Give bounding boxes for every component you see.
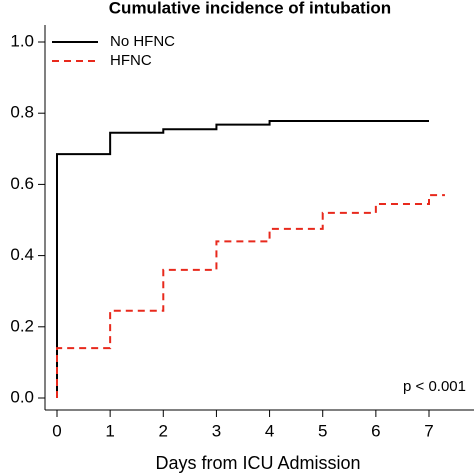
y-tick-label: 0.0 (10, 387, 34, 406)
legend-label: HFNC (110, 52, 152, 69)
y-tick-label: 0.2 (10, 316, 34, 335)
x-tick-label: 3 (212, 421, 221, 440)
y-tick-label: 1.0 (10, 31, 34, 50)
chart-title: Cumulative incidence of intubation (109, 0, 391, 17)
annotation: p < 0.001 (403, 378, 466, 395)
legend-label: No HFNC (110, 33, 175, 50)
y-tick-label: 0.4 (10, 245, 34, 264)
series-line (56, 194, 445, 398)
x-tick-label: 0 (52, 421, 61, 440)
x-axis-label: Days from ICU Admission (155, 453, 360, 473)
x-tick-label: 4 (265, 421, 274, 440)
x-tick-label: 1 (105, 421, 114, 440)
y-tick-label: 0.8 (10, 103, 34, 122)
y-tick-label: 0.6 (10, 174, 34, 193)
x-tick-label: 7 (424, 421, 433, 440)
x-tick-label: 2 (159, 421, 168, 440)
x-tick-label: 5 (318, 421, 327, 440)
x-tick-label: 6 (371, 421, 380, 440)
series-line (56, 120, 429, 398)
